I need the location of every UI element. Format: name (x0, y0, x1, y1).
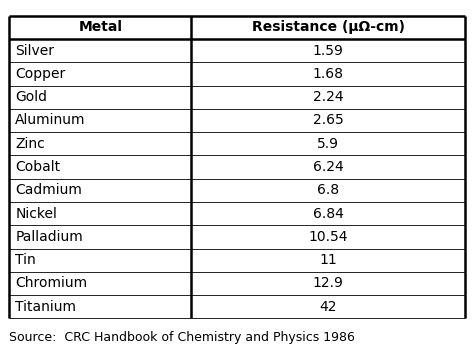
Text: Resistance (μΩ-cm): Resistance (μΩ-cm) (252, 20, 404, 34)
Text: Gold: Gold (15, 90, 47, 104)
Text: 10.54: 10.54 (308, 230, 348, 244)
Text: 11: 11 (319, 253, 337, 267)
Text: Tin: Tin (15, 253, 36, 267)
Text: 42: 42 (319, 300, 337, 314)
Text: 1.68: 1.68 (312, 67, 344, 81)
Text: Cadmium: Cadmium (15, 183, 82, 197)
Text: 6.84: 6.84 (312, 207, 344, 221)
Text: 6.24: 6.24 (313, 160, 343, 174)
Text: 6.8: 6.8 (317, 183, 339, 197)
Text: 5.9: 5.9 (317, 137, 339, 151)
Text: Source:  CRC Handbook of Chemistry and Physics 1986: Source: CRC Handbook of Chemistry and Ph… (9, 331, 356, 344)
Text: 12.9: 12.9 (312, 277, 344, 291)
Text: Cobalt: Cobalt (15, 160, 60, 174)
Text: Aluminum: Aluminum (15, 113, 86, 127)
Text: Metal: Metal (79, 20, 122, 34)
Text: 1.59: 1.59 (312, 44, 344, 57)
Text: Copper: Copper (15, 67, 65, 81)
Text: Silver: Silver (15, 44, 54, 57)
Text: Zinc: Zinc (15, 137, 45, 151)
Text: Palladium: Palladium (15, 230, 83, 244)
Text: Chromium: Chromium (15, 277, 87, 291)
Text: 2.65: 2.65 (313, 113, 343, 127)
Text: Nickel: Nickel (15, 207, 57, 221)
Text: 2.24: 2.24 (313, 90, 343, 104)
Text: Titanium: Titanium (15, 300, 76, 314)
